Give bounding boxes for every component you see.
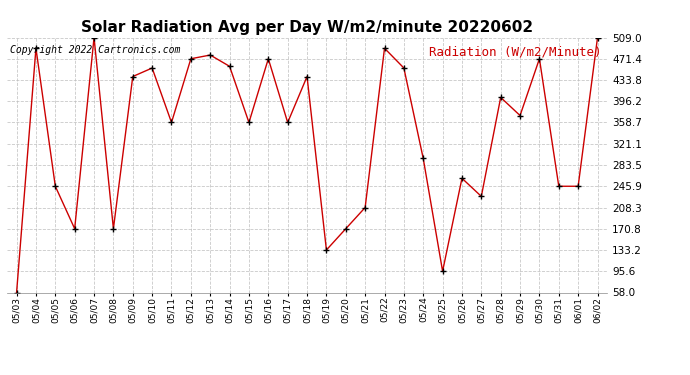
Title: Solar Radiation Avg per Day W/m2/minute 20220602: Solar Radiation Avg per Day W/m2/minute … (81, 20, 533, 35)
Text: Radiation (W/m2/Minute): Radiation (W/m2/Minute) (428, 45, 601, 58)
Text: Copyright 2022 Cartronics.com: Copyright 2022 Cartronics.com (10, 45, 180, 55)
